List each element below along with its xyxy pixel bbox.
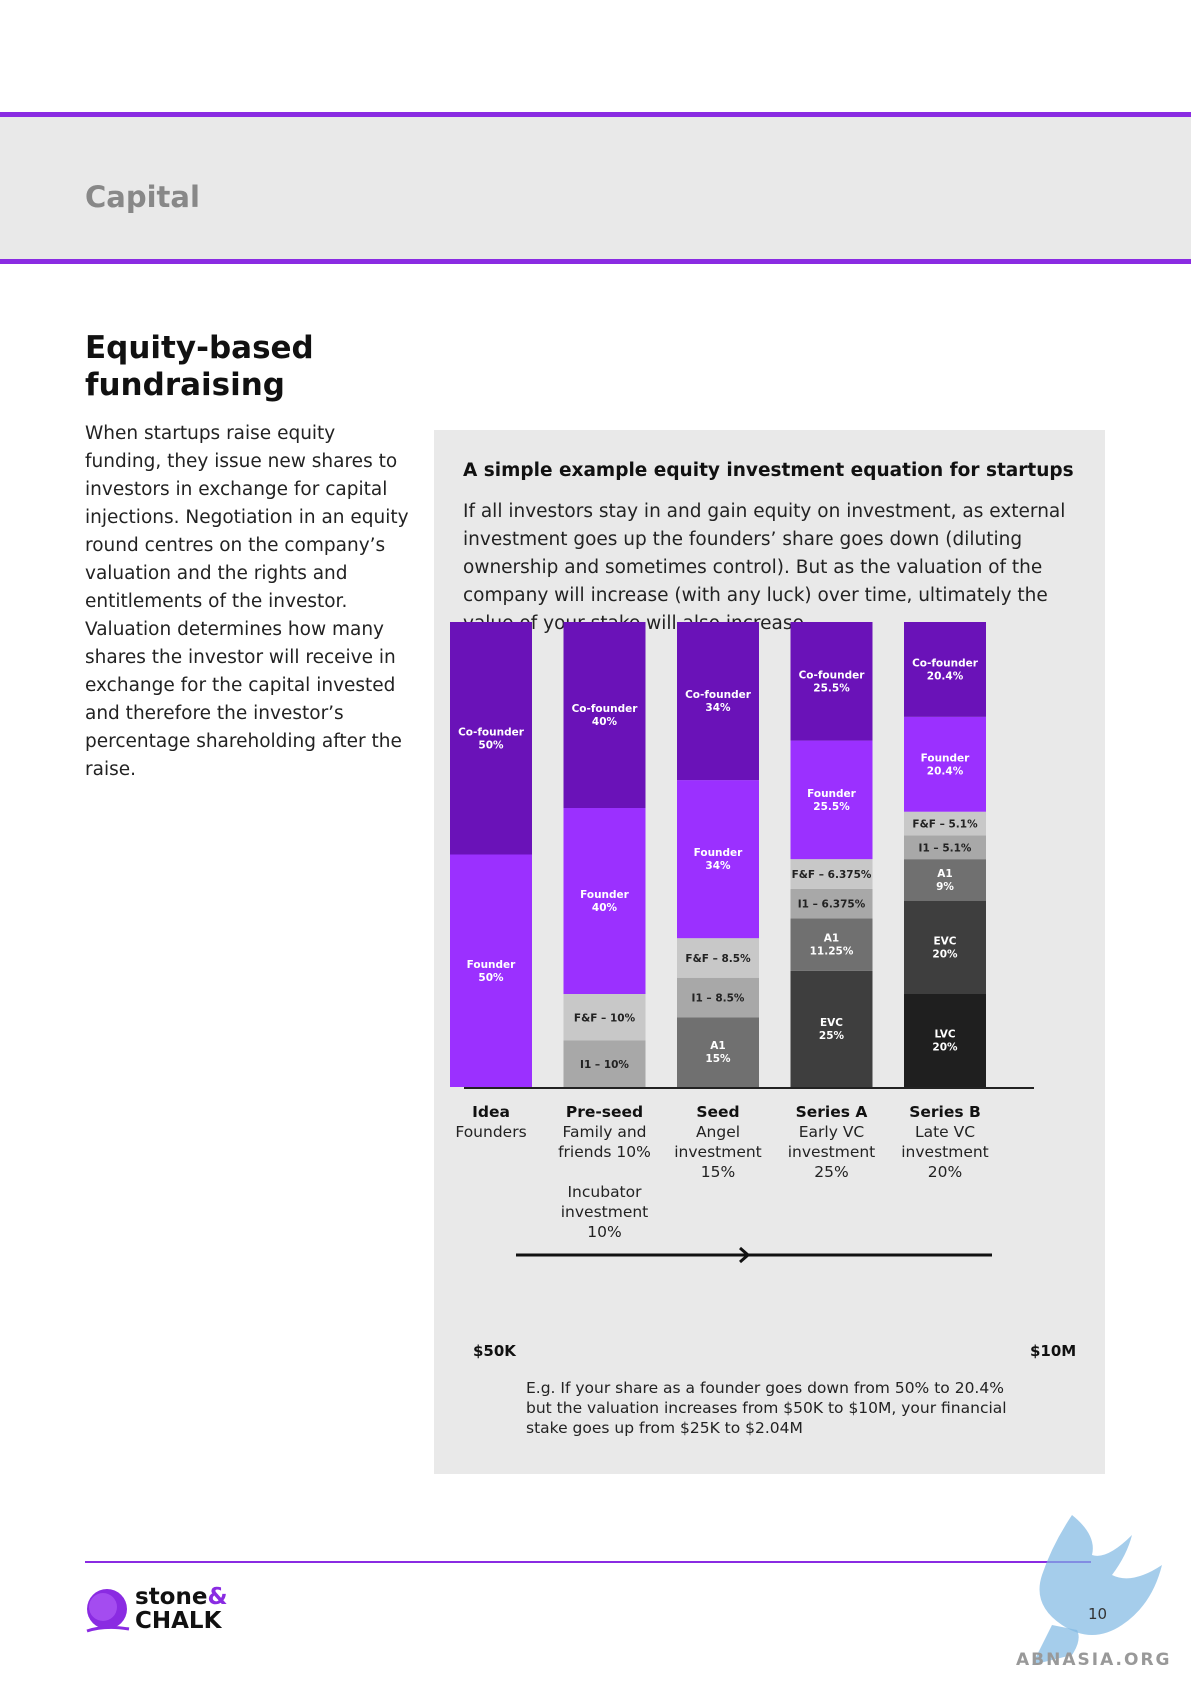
- category-caption-line: investment: [560, 1203, 649, 1221]
- category-caption-series-b: Series B Late VC investment 20%: [890, 1102, 1000, 1182]
- category-caption-line: 10%: [587, 1223, 622, 1241]
- category-caption-pre-seed: Pre-seed Family and friends 10% Incubator i…: [550, 1102, 660, 1242]
- scale-start-label: $50K: [473, 1342, 516, 1360]
- bar-segment-label: I1 – 5.1%: [919, 842, 972, 854]
- chart-panel: A simple example equity investment equat…: [434, 430, 1105, 1474]
- category-caption-line: 25%: [814, 1163, 849, 1181]
- example-note: E.g. If your share as a founder goes dow…: [526, 1379, 1007, 1437]
- category-caption-line: Angel: [695, 1123, 741, 1141]
- category-caption-line: Late VC: [914, 1123, 976, 1141]
- bar-segment-label: LVC 20%: [932, 1029, 958, 1054]
- category-title: Pre-seed: [565, 1103, 644, 1121]
- bar-segment-seed-2: [677, 938, 759, 978]
- bar-segment-pre-seed-3: [563, 622, 646, 808]
- stone-and-chalk-logo: stone& CHALK: [85, 1585, 245, 1637]
- dragon-watermark-icon: [1032, 1515, 1162, 1665]
- scale-end-label: $10M: [1030, 1342, 1077, 1360]
- bar-segment-label: A1 9%: [936, 868, 954, 893]
- bar-segment-seed-1: [677, 977, 759, 1018]
- category-caption-line: Founders: [455, 1123, 527, 1141]
- bar-segment-seed-4: [677, 622, 759, 781]
- bar-segment-series-a-2: [790, 888, 873, 919]
- bar-segment-seed-3: [677, 780, 759, 939]
- logo-bubble-icon: [86, 1589, 130, 1633]
- bar-segment-label: F&F – 8.5%: [685, 953, 751, 965]
- watermark-text: ABNASIA.ORG: [1016, 1650, 1172, 1670]
- bar-segment-series-b-6: [904, 622, 986, 717]
- bar-segment-label: Co-founder 20.4%: [912, 657, 979, 682]
- category-caption-line: Family and: [562, 1123, 647, 1141]
- bar-segment-series-b-0: [904, 994, 986, 1087]
- bar-segment-label: A1 15%: [705, 1040, 731, 1065]
- bar-segment-label: Co-founder 34%: [685, 689, 752, 714]
- category-title: Idea: [472, 1103, 510, 1121]
- bar-segment-pre-seed-1: [563, 994, 646, 1041]
- bar-segment-label: Co-founder 25.5%: [799, 669, 866, 694]
- bar-segment-label: Founder 25.5%: [807, 788, 857, 813]
- category-caption-line: friends 10%: [558, 1143, 651, 1161]
- bar-segment-series-b-4: [904, 811, 986, 836]
- section-title: Capital: [85, 180, 200, 214]
- bar-segment-idea-1: [450, 622, 532, 855]
- category-title: Seed: [696, 1103, 740, 1121]
- intro-paragraph: When startups raise equity funding, they…: [85, 423, 409, 780]
- category-caption-idea: Idea Founders: [436, 1102, 546, 1142]
- chart-title: A simple example equity investment equat…: [463, 460, 1074, 481]
- bar-segment-idea-0: [450, 854, 532, 1087]
- bar-segment-label: Co-founder 50%: [458, 726, 525, 751]
- bar-segment-label: I1 – 8.5%: [692, 992, 745, 1004]
- category-caption-line: 15%: [700, 1163, 736, 1181]
- bar-segment-seed-0: [677, 1017, 759, 1087]
- page-number: 10: [1088, 1605, 1108, 1623]
- bar-segment-label: F&F – 10%: [574, 1012, 636, 1024]
- bar-segment-label: EVC 25%: [819, 1017, 845, 1042]
- bar-segment-series-b-2: [904, 859, 986, 901]
- arrow-right-icon: [739, 1246, 751, 1264]
- category-caption-line: investment: [901, 1143, 989, 1161]
- category-caption-line: investment: [674, 1143, 762, 1161]
- footer-divider: [85, 1561, 1091, 1563]
- category-title: Series A: [795, 1103, 868, 1121]
- logo-word-stone: stone: [135, 1584, 208, 1610]
- logo-wordmark: stone& CHALK: [135, 1585, 228, 1633]
- bar-segment-series-a-0: [790, 970, 873, 1087]
- bar-segment-series-b-1: [904, 901, 986, 994]
- bar-segment-label: Founder 50%: [467, 959, 517, 984]
- stacked-bar-chart: Founder 50% Co-founder 50% I1 – 10% F&F – 10%…: [450, 622, 1034, 1264]
- bar-segment-series-a-4: [790, 740, 873, 860]
- bar-segment-label: I1 – 6.375%: [798, 899, 866, 911]
- category-caption-seed: Seed Angel investment 15%: [663, 1102, 773, 1182]
- bar-segment-label: EVC 20%: [932, 936, 958, 961]
- bar-segment-pre-seed-2: [563, 808, 646, 994]
- bar-segment-series-a-5: [790, 622, 873, 741]
- category-caption-line: Early VC: [798, 1123, 865, 1141]
- bar-segment-label: F&F – 5.1%: [912, 819, 978, 831]
- bar-segment-series-a-1: [790, 918, 873, 971]
- page-heading: Equity-based fundraising: [85, 330, 314, 403]
- bar-segment-series-a-3: [790, 859, 873, 889]
- bar-segment-pre-seed-0: [563, 1040, 646, 1087]
- category-caption-line: investment: [787, 1143, 876, 1161]
- bar-segment-label: Founder 34%: [694, 847, 744, 872]
- category-caption-series-a: Series A Early VC investment 25%: [777, 1102, 887, 1182]
- logo-ampersand: &: [207, 1584, 228, 1610]
- section-header-band: Capital: [0, 112, 1191, 264]
- category-caption-line: Incubator: [567, 1183, 642, 1201]
- category-caption-line: 20%: [927, 1163, 963, 1181]
- bar-segment-label: Founder 40%: [580, 889, 630, 914]
- bar-segment-label: A1 11.25%: [810, 933, 854, 958]
- bar-segment-label: Founder 20.4%: [921, 752, 971, 777]
- category-caption-line: [550, 1162, 660, 1182]
- bar-segment-label: I1 – 10%: [580, 1059, 629, 1071]
- bar-segment-label: F&F – 6.375%: [792, 869, 872, 881]
- logo-word-chalk: CHALK: [135, 1608, 222, 1634]
- bar-segment-series-b-3: [904, 835, 986, 860]
- category-title: Series B: [909, 1103, 981, 1121]
- bar-segment-label: Co-founder 40%: [572, 703, 639, 728]
- bar-segment-series-b-5: [904, 716, 986, 812]
